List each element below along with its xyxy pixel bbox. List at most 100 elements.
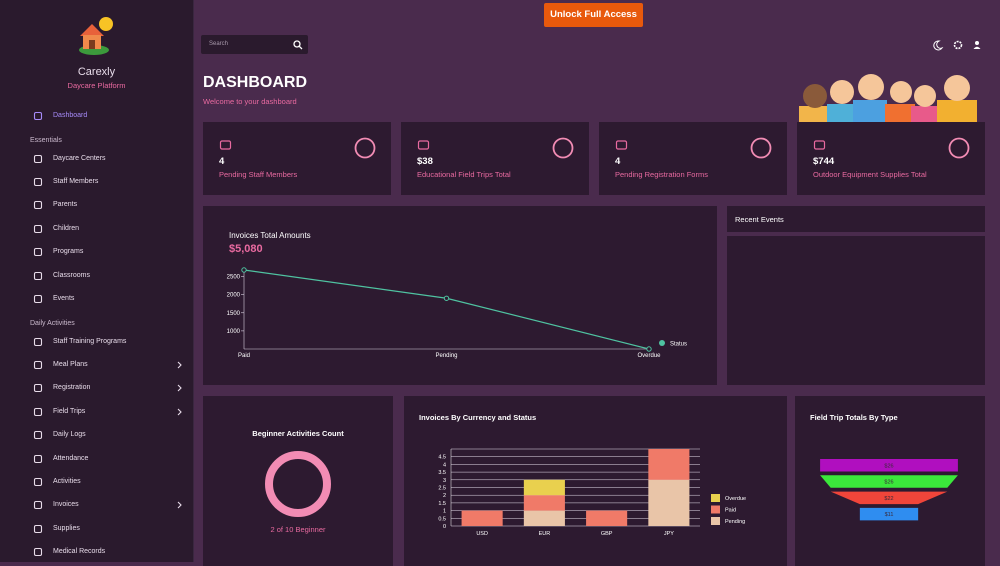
stat-ring <box>948 137 970 159</box>
nav-label: Registration <box>53 384 91 392</box>
chart-title: Field Trip Totals By Type <box>810 413 898 422</box>
y-tick-label: 0 <box>443 524 446 530</box>
beginner-caption: 2 of 10 Beginner <box>270 525 326 534</box>
chart-title: Invoices By Currency and Status <box>419 413 536 422</box>
icon-shape <box>33 201 43 210</box>
icon-shape <box>33 271 43 280</box>
legend-swatch <box>711 494 720 502</box>
recent-events-title: Recent Events <box>735 215 784 224</box>
unlock-button[interactable]: Unlock Full Access <box>544 3 643 27</box>
y-tick-label: 4.5 <box>438 455 446 461</box>
nav-label: Daily Logs <box>53 431 86 439</box>
bar-segment <box>461 510 503 526</box>
legend-swatch <box>659 340 665 346</box>
nav-item[interactable]: Staff Training Programs <box>0 334 193 350</box>
nav-label: Children <box>53 224 80 232</box>
brand: Carexly <box>77 66 116 78</box>
stat-value: $744 <box>813 156 835 167</box>
nav-icon <box>33 111 43 121</box>
y-tick-label: 4 <box>443 462 446 468</box>
icon-shape <box>615 140 628 150</box>
nav-item[interactable]: Parents <box>0 197 193 213</box>
stat-label: Educational Field Trips Total <box>417 170 511 179</box>
nav-item[interactable]: Children <box>0 221 193 237</box>
line-series <box>243 269 650 350</box>
theme-toggle[interactable] <box>933 40 944 51</box>
settings-icon[interactable] <box>953 40 963 50</box>
nav-label: Attendance <box>53 454 89 462</box>
x-tick-label: Overdue <box>637 353 661 359</box>
search-box[interactable]: Search <box>201 35 308 54</box>
funnel-chart: Field Trip Totals By Type $26 $26 $22 $11 <box>810 413 958 521</box>
bar-segment <box>586 510 628 526</box>
nav-item[interactable]: Dashboard <box>0 108 193 124</box>
legend-swatch <box>711 505 720 514</box>
bar-segment <box>648 449 690 480</box>
nav-label: Events <box>53 295 75 302</box>
user-icon[interactable] <box>973 41 981 49</box>
beginner-title: Beginner Activities Count <box>252 429 344 438</box>
y-tick-label: 2 <box>443 493 446 499</box>
nav-icon <box>33 271 43 280</box>
y-tick-label: 1.5 <box>438 501 446 507</box>
nav-icon <box>33 294 43 304</box>
line-point <box>443 295 450 301</box>
page-subtitle: Welcome to your dashboard <box>203 97 297 106</box>
nav-item[interactable]: Registration <box>0 380 193 396</box>
search-placeholder: Search <box>209 41 229 47</box>
nav-item[interactable]: Staff Members <box>0 174 193 190</box>
nav-item[interactable]: Field Trips <box>0 404 193 420</box>
nav-label: Medical Records <box>53 548 106 556</box>
search-icon[interactable] <box>293 40 303 50</box>
nav-icon <box>33 477 43 487</box>
funnel-label: $26 <box>884 480 893 486</box>
icon-shape <box>33 224 43 233</box>
funnel-segment <box>859 507 919 521</box>
stat-value: 4 <box>219 156 225 167</box>
tagline: Daycare Platform <box>67 81 126 90</box>
y-tick-label: 1000 <box>227 329 241 335</box>
icon-shape <box>813 140 826 150</box>
stat-icon <box>417 140 430 150</box>
nav-item[interactable]: Programs <box>0 244 193 260</box>
nav-label: Parents <box>53 201 78 209</box>
nav-item[interactable]: Daily Logs <box>0 427 193 443</box>
x-tick-label: EUR <box>539 531 551 537</box>
icon-shape <box>33 294 43 304</box>
nav-item[interactable]: Medical Records <box>0 544 193 560</box>
ring-shape <box>354 137 376 159</box>
chevron-shape <box>177 502 182 509</box>
legend-label: Paid <box>725 508 736 514</box>
ring-shape <box>948 137 970 159</box>
nav-icon <box>33 431 43 440</box>
stat-icon <box>219 140 232 150</box>
nav-section-title: Essentials <box>30 137 62 144</box>
nav-label: Programs <box>53 248 84 256</box>
stat-value: 4 <box>615 156 621 167</box>
icon-shape <box>33 177 43 187</box>
nav-item[interactable]: Classrooms <box>0 268 193 284</box>
nav-label: Classrooms <box>53 271 90 279</box>
stat-card: 4 Pending Staff Members <box>203 122 391 195</box>
nav-item[interactable]: Supplies <box>0 521 193 537</box>
y-tick-label: 3.5 <box>438 470 446 476</box>
logo <box>79 17 113 55</box>
funnel-segment <box>820 459 958 472</box>
icon-shape <box>33 360 43 370</box>
icon-shape <box>33 524 43 533</box>
chevron <box>177 408 182 416</box>
chevron <box>177 502 182 509</box>
nav-item[interactable]: Meal Plans <box>0 357 193 373</box>
nav-item[interactable]: Events <box>0 291 193 307</box>
beginner-ring <box>265 451 331 517</box>
nav-label: Dashboard <box>53 112 88 119</box>
nav-item[interactable]: Activities <box>0 474 193 490</box>
stat-ring <box>552 137 574 159</box>
nav-item[interactable]: Invoices <box>0 497 193 513</box>
nav-item[interactable]: Attendance <box>0 451 193 467</box>
chevron <box>177 361 182 369</box>
funnel-segment <box>820 475 958 488</box>
icon-shape <box>33 111 43 121</box>
nav-item[interactable]: Daycare Centers <box>0 151 193 167</box>
